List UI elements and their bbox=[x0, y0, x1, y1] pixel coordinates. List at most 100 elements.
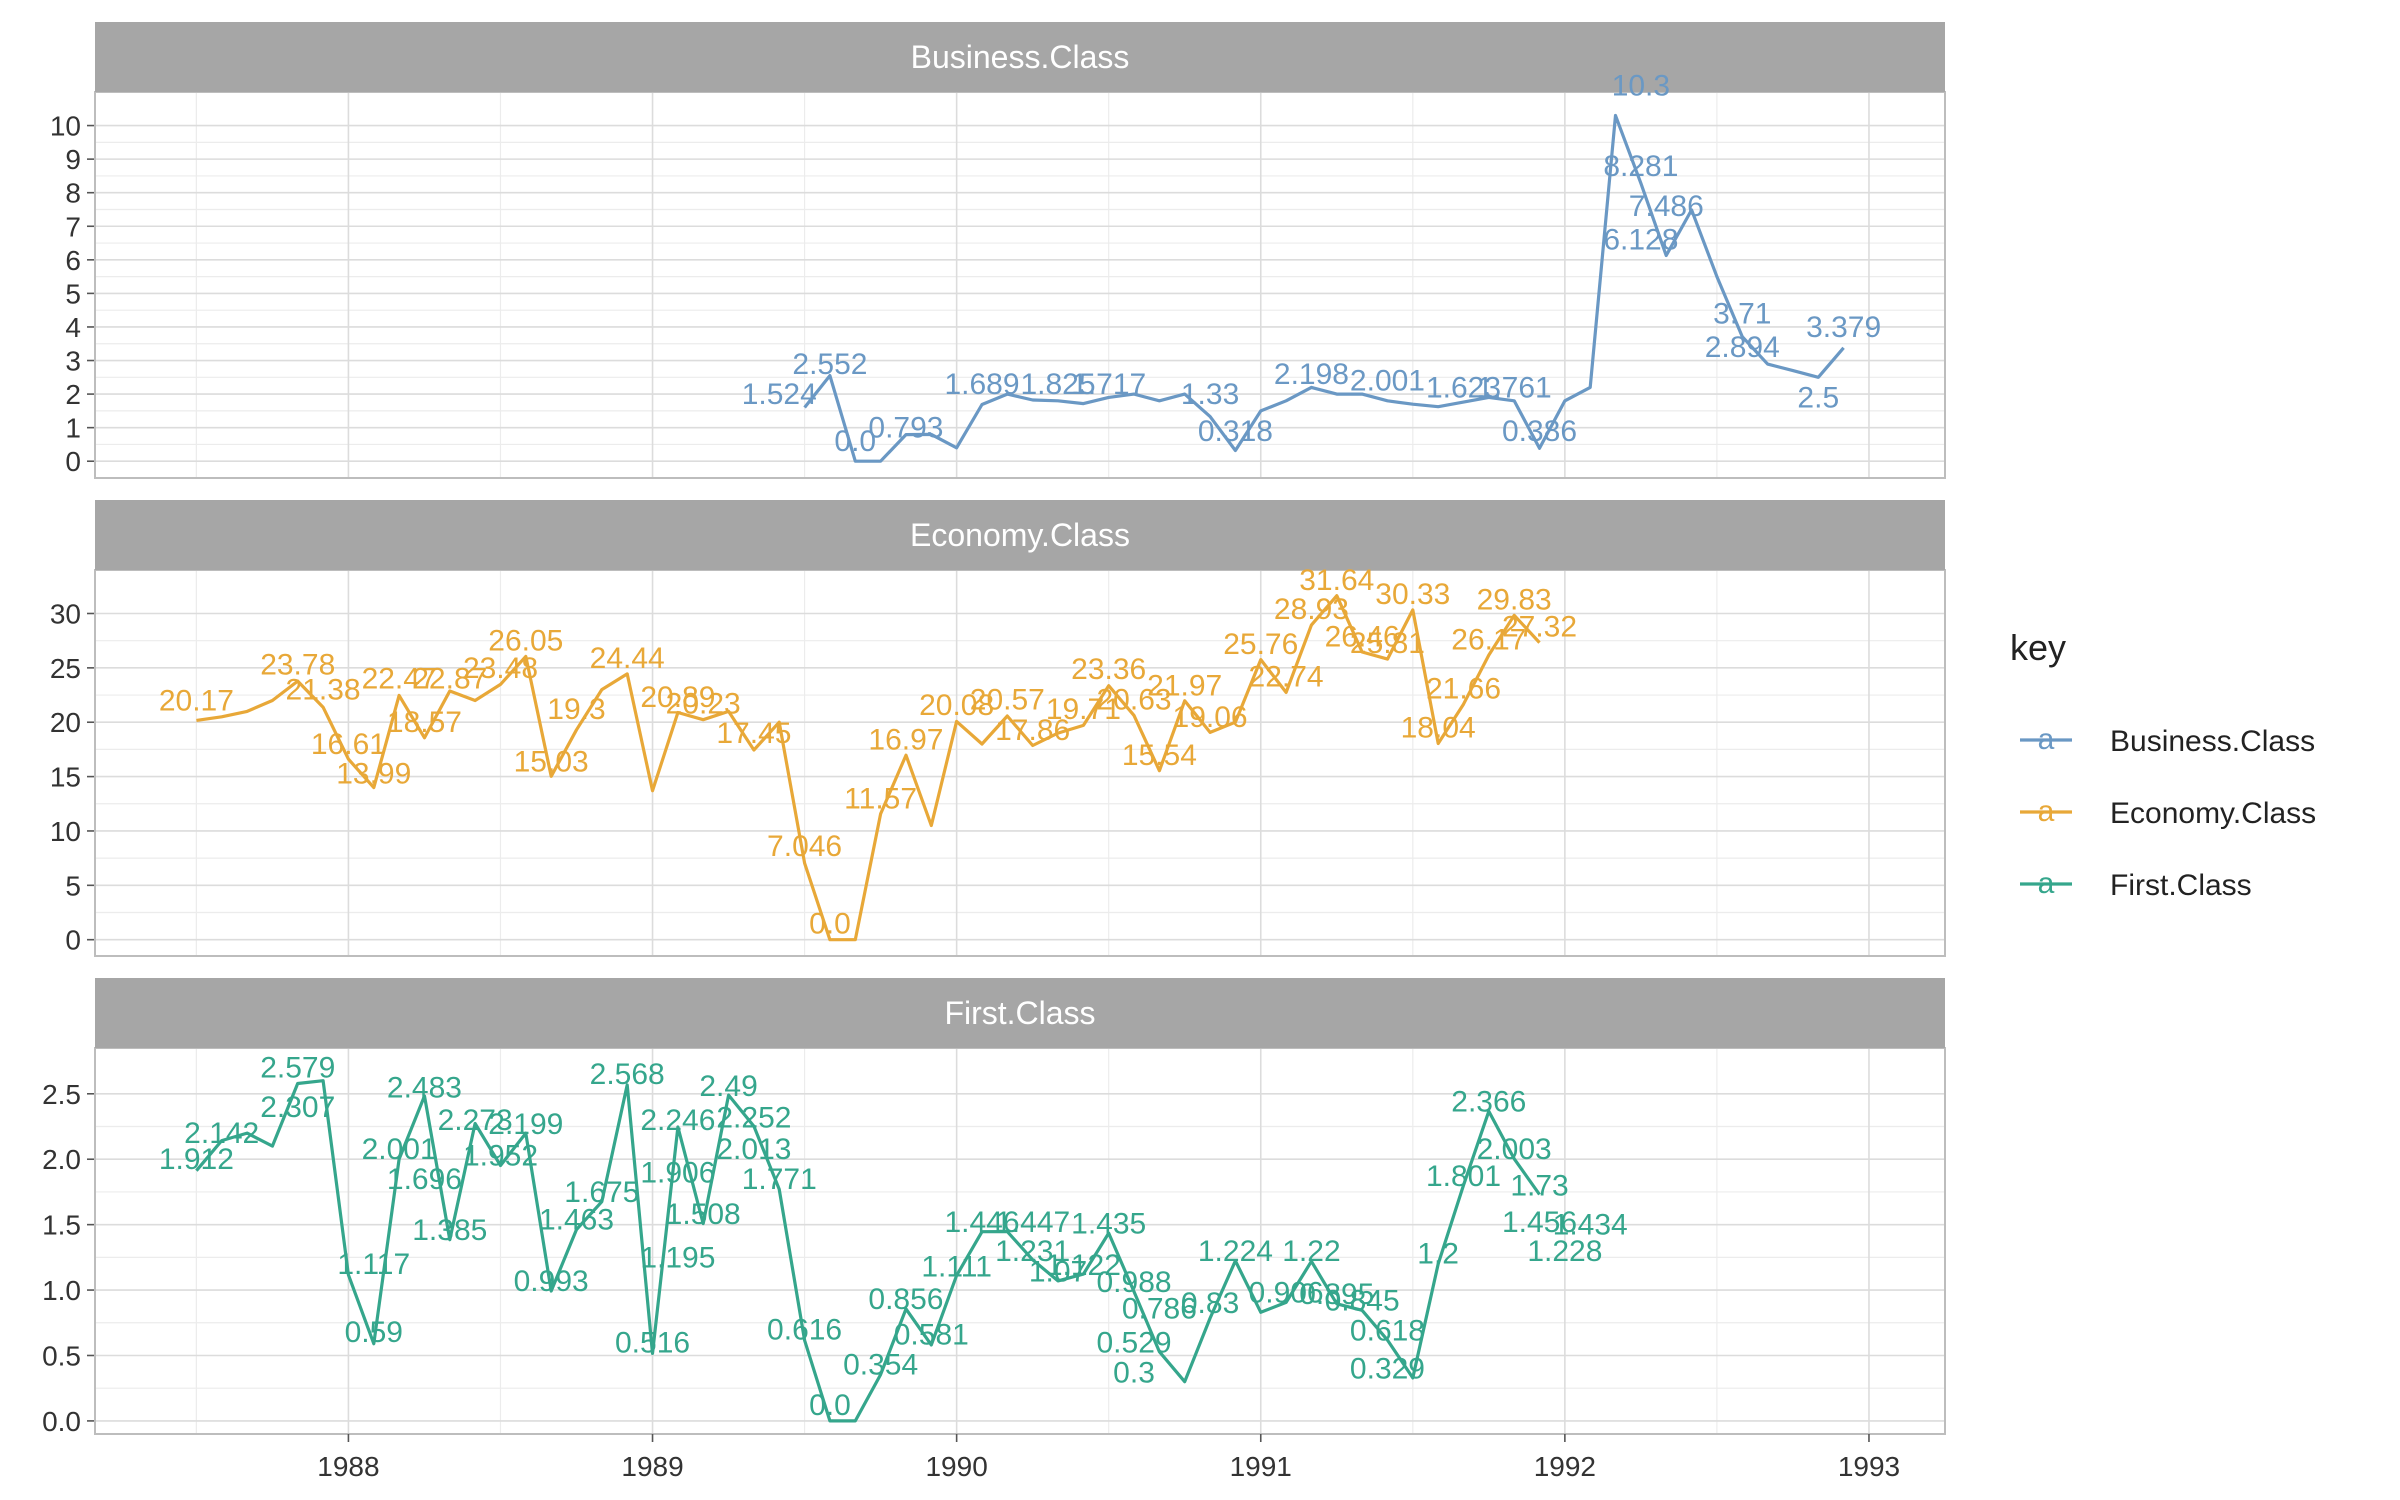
data-label: 20.23 bbox=[666, 688, 741, 721]
y-tick-label: 5 bbox=[65, 870, 81, 901]
data-label: 2.001 bbox=[362, 1133, 437, 1166]
y-tick-label: 9 bbox=[65, 144, 81, 175]
data-label: 1.111 bbox=[921, 1251, 992, 1284]
data-label: 22.47 bbox=[362, 663, 437, 696]
data-label: 2.307 bbox=[260, 1091, 335, 1124]
series-line-first-class bbox=[195, 1079, 1541, 1423]
data-label: 25.76 bbox=[1223, 628, 1298, 661]
y-tick-label: 10 bbox=[50, 111, 81, 142]
data-label: 2.552 bbox=[792, 348, 867, 381]
data-label: 1.456 bbox=[1502, 1206, 1577, 1239]
data-label: 3.71 bbox=[1713, 298, 1771, 331]
data-label: 2.001 bbox=[1350, 365, 1425, 398]
y-tick-label: 7 bbox=[65, 211, 81, 242]
legend-title: key bbox=[2010, 627, 2066, 668]
data-label: 2.198 bbox=[1274, 358, 1349, 391]
data-label: 0.354 bbox=[843, 1349, 918, 1382]
data-label: 1.2 bbox=[1417, 1237, 1459, 1270]
y-tick-label: 3 bbox=[65, 346, 81, 377]
data-label: 1.446 bbox=[944, 1206, 1019, 1239]
data-label: 1.122 bbox=[1046, 1249, 1121, 1282]
y-tick-label: 1.5 bbox=[42, 1210, 81, 1241]
x-tick-label: 1993 bbox=[1838, 1451, 1900, 1482]
data-label: 1.952 bbox=[463, 1139, 538, 1172]
y-tick-label: 4 bbox=[65, 312, 81, 343]
y-tick-label: 2.5 bbox=[42, 1079, 81, 1110]
y-tick-label: 1 bbox=[65, 413, 81, 444]
data-label: 23.48 bbox=[463, 652, 538, 685]
data-label: 1.73 bbox=[1510, 1169, 1568, 1202]
x-tick-label: 1989 bbox=[621, 1451, 683, 1482]
facet-strip-label: Business.Class bbox=[911, 39, 1130, 75]
data-label: 1.912 bbox=[159, 1143, 234, 1176]
data-label: 1.228 bbox=[1527, 1235, 1602, 1268]
legend-entry-label: First.Class bbox=[2110, 869, 2252, 902]
y-tick-label: 15 bbox=[50, 762, 81, 793]
data-label: 1.623 bbox=[1426, 371, 1501, 404]
data-label: 19.06 bbox=[1173, 701, 1248, 734]
data-label: 8.281 bbox=[1603, 150, 1678, 183]
facet-strip bbox=[95, 978, 1945, 1048]
legend-key-glyph: a bbox=[2038, 723, 2055, 756]
data-label: 0.59 bbox=[345, 1316, 403, 1349]
y-tick-label: 25 bbox=[50, 653, 81, 684]
series-line-economy-class bbox=[196, 594, 1541, 942]
data-label: 1.771 bbox=[742, 1163, 817, 1196]
data-label: 20.57 bbox=[970, 683, 1045, 716]
data-label: 1.435 bbox=[1071, 1207, 1146, 1240]
data-label: 1.689 bbox=[944, 368, 1019, 401]
y-tick-label: 0.5 bbox=[42, 1340, 81, 1371]
x-tick-label: 1992 bbox=[1534, 1451, 1596, 1482]
data-label: 27.32 bbox=[1502, 611, 1577, 644]
legend-entry-label: Business.Class bbox=[2110, 725, 2315, 758]
data-label: 0.906 bbox=[1249, 1277, 1324, 1310]
data-label: 1.508 bbox=[666, 1198, 741, 1231]
y-tick-label: 8 bbox=[65, 178, 81, 209]
y-tick-label: 0 bbox=[65, 446, 81, 477]
panel-background bbox=[95, 570, 1945, 956]
data-label: 0.581 bbox=[894, 1319, 969, 1352]
data-label: 0.0 bbox=[809, 1389, 851, 1422]
data-label: 16.61 bbox=[311, 728, 386, 761]
legend-key-glyph: a bbox=[2038, 867, 2055, 900]
data-label: 2.366 bbox=[1451, 1086, 1526, 1119]
data-label: 24.44 bbox=[590, 642, 665, 675]
data-label: 1.463 bbox=[539, 1203, 614, 1236]
data-label: 1.524 bbox=[742, 378, 817, 411]
data-label: 2.246 bbox=[640, 1104, 715, 1137]
data-label: 0.0 bbox=[834, 425, 876, 458]
facet-strip-label: Economy.Class bbox=[910, 517, 1130, 553]
facet-strip-label: First.Class bbox=[944, 995, 1095, 1031]
data-label: 0.993 bbox=[514, 1265, 589, 1298]
data-label: 2.894 bbox=[1705, 331, 1780, 364]
data-label: 0.386 bbox=[1502, 415, 1577, 448]
data-label: 2.49 bbox=[699, 1070, 757, 1103]
data-label: 26.05 bbox=[488, 625, 563, 658]
data-label: 0.618 bbox=[1350, 1315, 1425, 1348]
data-label: 1.22 bbox=[1282, 1235, 1340, 1268]
data-label: 0.845 bbox=[1325, 1285, 1400, 1318]
y-tick-label: 10 bbox=[50, 816, 81, 847]
data-label: 0.793 bbox=[868, 412, 943, 445]
data-label: 7.486 bbox=[1629, 190, 1704, 223]
data-label: 0.516 bbox=[615, 1326, 690, 1359]
data-label: 1.906 bbox=[640, 1156, 715, 1189]
data-label: 1.825 bbox=[1020, 368, 1095, 401]
data-label: 20.17 bbox=[159, 684, 234, 717]
data-label: 20.89 bbox=[640, 681, 715, 714]
data-label: 0.529 bbox=[1097, 1326, 1172, 1359]
data-label: 16.97 bbox=[868, 724, 943, 757]
data-label: 26.46 bbox=[1325, 620, 1400, 653]
data-label: 1.07 bbox=[1029, 1256, 1087, 1289]
series-line-business-class bbox=[803, 113, 1845, 463]
data-label: 1.117 bbox=[337, 1248, 410, 1281]
data-label: 2.252 bbox=[716, 1101, 791, 1134]
data-label: 1.447 bbox=[995, 1206, 1070, 1239]
data-label: 2.142 bbox=[184, 1117, 259, 1150]
data-label: 1.761 bbox=[1477, 371, 1552, 404]
data-label: 0.318 bbox=[1198, 415, 1273, 448]
data-label: 2.5 bbox=[1797, 381, 1839, 414]
data-label: 11.57 bbox=[844, 782, 917, 815]
y-tick-label: 5 bbox=[65, 278, 81, 309]
